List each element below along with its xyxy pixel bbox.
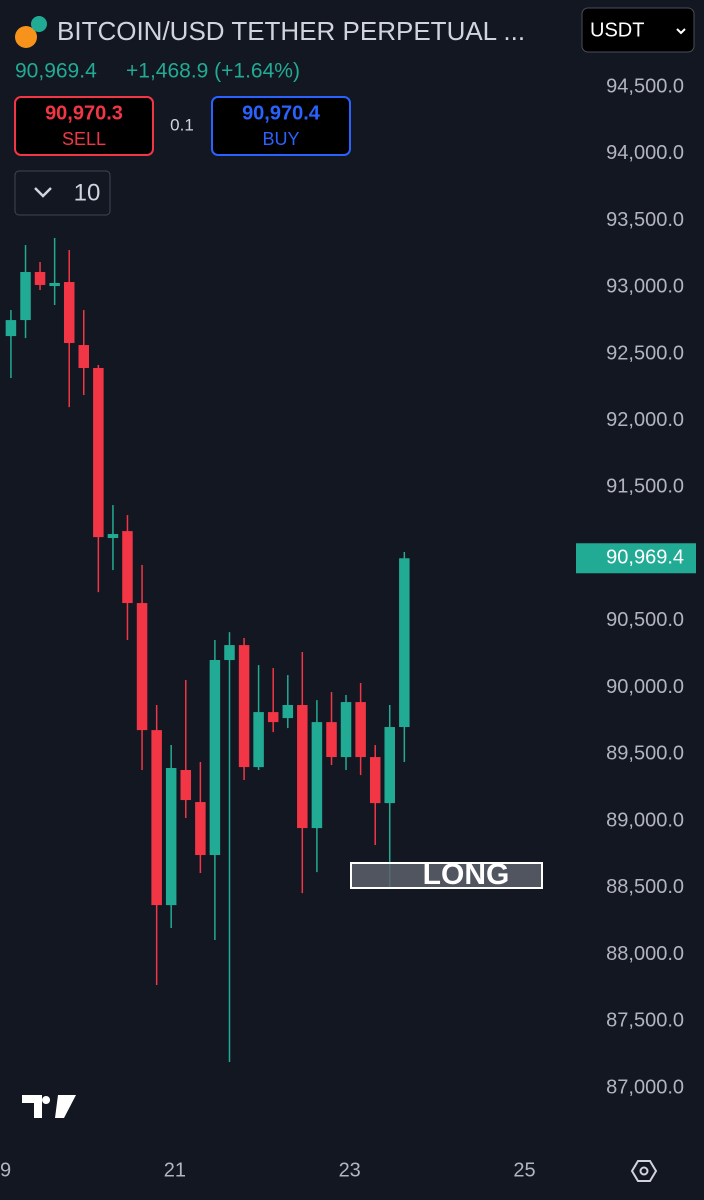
candle-body [195, 802, 206, 856]
symbol-title: BITCOIN/USD TETHER PERPETUAL ... [57, 16, 525, 46]
candle-body [355, 702, 366, 758]
sell-button[interactable] [14, 96, 154, 156]
logo [22, 1095, 76, 1118]
y-tick-label: 87,500.0 [606, 1010, 684, 1032]
y-tick-label: 94,500.0 [606, 75, 684, 97]
y-tick-label: 92,500.0 [606, 342, 684, 364]
settings-icon-center [639, 1166, 649, 1176]
y-tick-label: 93,500.0 [606, 209, 684, 231]
candle-body [238, 645, 250, 768]
candle-body [5, 320, 17, 337]
quantity: 10 [74, 179, 101, 206]
x-tick-label: 9 [0, 1159, 11, 1181]
chevron [676, 28, 686, 35]
candle-body [209, 660, 221, 856]
plot-area: 94,500.0 94,000.0 93,500.0 93,000.0 92,500.0… [0, 75, 696, 1181]
candle-body [180, 770, 192, 801]
candle-body [369, 757, 381, 804]
candle-body [253, 712, 264, 768]
candle-body [282, 705, 294, 719]
candle-body [49, 282, 60, 287]
candle-body [136, 603, 148, 731]
last-price-label: 90,969.4 [606, 547, 684, 569]
y-tick-label: 94,000.0 [606, 142, 684, 164]
candle-body [267, 712, 279, 723]
annotation: LONG [423, 858, 510, 891]
candle-body [384, 727, 395, 804]
y-tick-label: 87,000.0 [606, 1076, 684, 1098]
price: 90,969.4 [15, 60, 97, 83]
candle-body [311, 722, 323, 829]
quantity-select[interactable] [14, 170, 111, 216]
candle-body [340, 702, 352, 758]
candle-body [34, 272, 46, 285]
candle-body [78, 345, 90, 368]
candle-body [297, 705, 308, 829]
coin-badge [31, 16, 47, 32]
y-tick-label: 93,000.0 [606, 276, 684, 298]
annotation-box [350, 862, 543, 889]
currency-label: USDT [590, 19, 644, 41]
candle-body [224, 645, 235, 661]
x-tick-label: 21 [164, 1159, 186, 1181]
currency-select[interactable] [581, 7, 695, 53]
candle-body [151, 730, 162, 906]
candle-body [326, 722, 337, 758]
y-tick-label: 90,000.0 [606, 676, 684, 698]
chevron [34, 187, 52, 198]
y-tick-label: 88,500.0 [606, 876, 684, 898]
x-tick-label: 25 [513, 1159, 535, 1181]
price-change: +1,468.9 (+1.64%) [126, 60, 300, 83]
sell-label: SELL [62, 129, 106, 149]
coin-icon [15, 26, 37, 48]
y-tick-label: 88,000.0 [606, 943, 684, 965]
x-tick-label: 23 [339, 1159, 361, 1181]
buy-button[interactable] [211, 96, 351, 156]
y-tick-label: 92,000.0 [606, 409, 684, 431]
y-tick-label: 89,000.0 [606, 809, 684, 831]
candle-body [399, 558, 410, 728]
y-tick-label: 89,500.0 [606, 743, 684, 765]
candle-body [20, 272, 31, 321]
y-tick-label: 91,500.0 [606, 476, 684, 498]
candle-body [122, 531, 133, 604]
candle-body [63, 282, 75, 344]
candle-body [107, 534, 119, 539]
last-price-badge [576, 543, 696, 574]
buy-price: 90,970.4 [242, 102, 321, 124]
candle-body [93, 367, 104, 538]
settings-icon[interactable] [630, 1160, 658, 1182]
spread: 0.1 [170, 115, 194, 134]
candle-body [165, 768, 177, 906]
sell-price: 90,970.3 [45, 102, 123, 124]
buy-label: BUY [262, 129, 299, 149]
y-tick-label: 90,500.0 [606, 609, 684, 631]
